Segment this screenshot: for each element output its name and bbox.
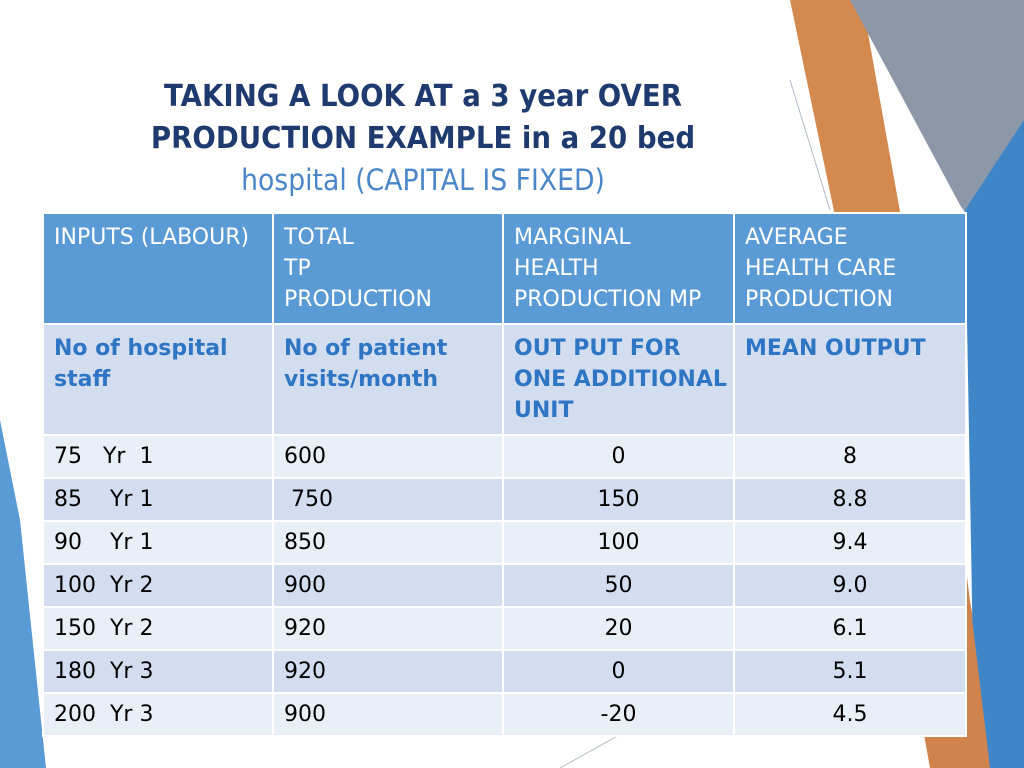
cell-average: 5.1	[733, 649, 967, 694]
table-subheader-row: No of hospital staff No of patient visit…	[42, 323, 967, 436]
cell-total: 850	[272, 520, 504, 565]
table-row: 90 Yr 1 850 100 9.4	[42, 520, 967, 565]
table-row: 180 Yr 3 920 0 5.1	[42, 649, 967, 694]
title-line-1: TAKING A LOOK AT a 3 year OVER	[163, 79, 682, 114]
table-row: 150 Yr 2 920 20 6.1	[42, 606, 967, 651]
slide-title: TAKING A LOOK AT a 3 year OVER PRODUCTIO…	[100, 76, 746, 200]
table-row: 100 Yr 2 900 50 9.0	[42, 563, 967, 608]
cell-marginal: 0	[502, 434, 735, 479]
subheader-total: No of patient visits/month	[272, 323, 504, 436]
cell-total: 920	[272, 649, 504, 694]
right-blue-shape	[965, 120, 1024, 768]
cell-average: 9.0	[733, 563, 967, 608]
cell-inputs: 180 Yr 3	[42, 649, 274, 694]
table-row: 85 Yr 1 750 150 8.8	[42, 477, 967, 522]
top-thin-line	[789, 79, 831, 211]
cell-marginal: 0	[502, 649, 735, 694]
cell-inputs: 85 Yr 1	[42, 477, 274, 522]
table-header-row: INPUTS (LABOUR) TOTAL TP PRODUCTION MARG…	[42, 212, 967, 325]
cell-average: 6.1	[733, 606, 967, 651]
header-total: TOTAL TP PRODUCTION	[272, 212, 504, 325]
cell-average: 9.4	[733, 520, 967, 565]
cell-inputs: 200 Yr 3	[42, 692, 274, 737]
cell-marginal: 100	[502, 520, 735, 565]
cell-total: 900	[272, 563, 504, 608]
cell-inputs: 100 Yr 2	[42, 563, 274, 608]
cell-inputs: 75 Yr 1	[42, 434, 274, 479]
title-line-2: PRODUCTION EXAMPLE in a 20 bed	[150, 121, 696, 156]
cell-inputs: 90 Yr 1	[42, 520, 274, 565]
table-row: 200 Yr 3 900 -20 4.5	[42, 692, 967, 737]
subheader-inputs: No of hospital staff	[42, 323, 274, 436]
cell-average: 4.5	[733, 692, 967, 737]
title-subtitle: hospital (CAPITAL IS FIXED)	[241, 163, 605, 197]
table-row: 75 Yr 1 600 0 8	[42, 434, 967, 479]
header-average: AVERAGE HEALTH CARE PRODUCTION	[733, 212, 967, 325]
cell-total: 920	[272, 606, 504, 651]
cell-total: 600	[272, 434, 504, 479]
cell-marginal: 150	[502, 477, 735, 522]
left-blue-shape	[0, 420, 46, 768]
cell-marginal: 20	[502, 606, 735, 651]
production-table: INPUTS (LABOUR) TOTAL TP PRODUCTION MARG…	[42, 212, 967, 737]
cell-average: 8.8	[733, 477, 967, 522]
subheader-marginal: OUT PUT FOR ONE ADDITIONAL UNIT	[502, 323, 735, 436]
cell-average: 8	[733, 434, 967, 479]
cell-total: 900	[272, 692, 504, 737]
cell-total: 750	[272, 477, 504, 522]
header-marginal: MARGINAL HEALTH PRODUCTION MP	[502, 212, 735, 325]
header-inputs: INPUTS (LABOUR)	[42, 212, 274, 325]
subheader-average: MEAN OUTPUT	[733, 323, 967, 436]
cell-marginal: -20	[502, 692, 735, 737]
cell-inputs: 150 Yr 2	[42, 606, 274, 651]
cell-marginal: 50	[502, 563, 735, 608]
